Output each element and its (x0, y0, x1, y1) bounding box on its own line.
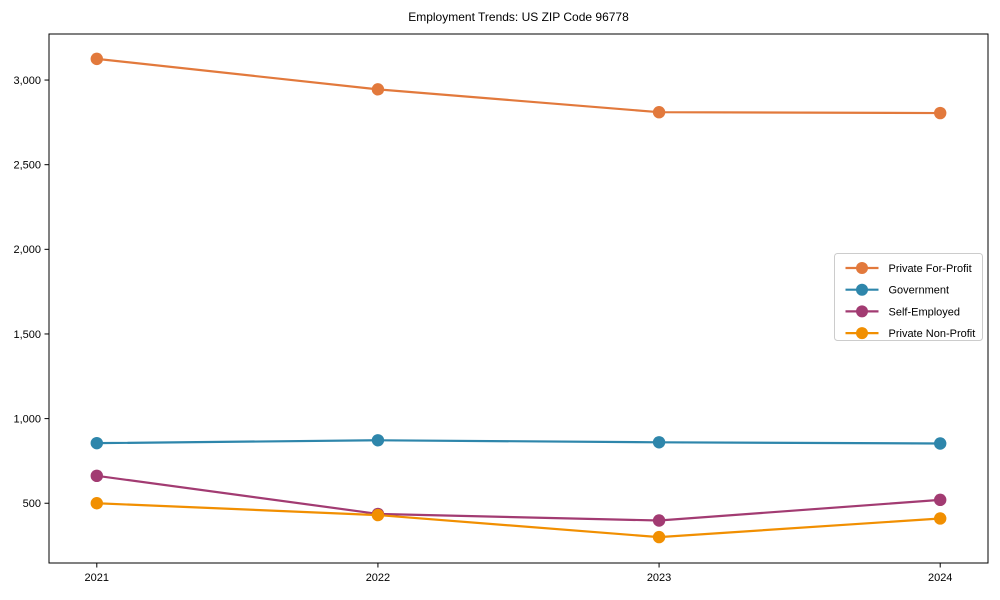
series-marker-government (652, 436, 666, 449)
series-line-private-for-profit (96, 57, 941, 115)
series-marker-government (90, 436, 103, 450)
series-marker-self-employed (652, 514, 666, 527)
y-tick-label: 500 (23, 498, 41, 510)
series-marker-self-employed (90, 469, 103, 483)
legend-label-private-for-profit: Private For-Profit (889, 263, 972, 275)
y-tick-label: 3,000 (13, 75, 41, 87)
x-tick-label: 2023 (647, 572, 671, 584)
y-tick-label: 2,000 (13, 244, 41, 256)
series-marker-private-for-profit (90, 52, 103, 66)
legend-label-self-employed: Self-Employed (889, 306, 961, 318)
series-line-government (96, 439, 941, 445)
series-marker-government (371, 434, 385, 447)
series-line-private-non-profit (96, 502, 941, 539)
series-marker-government (934, 437, 947, 450)
series-marker-self-employed (934, 493, 947, 507)
series-marker-private-for-profit (371, 83, 385, 96)
legend-marker-government (856, 283, 868, 296)
series-marker-private-non-profit (934, 512, 947, 525)
series-marker-private-non-profit (652, 530, 666, 544)
legend-label-government: Government (889, 285, 950, 297)
legend-box (834, 253, 983, 341)
legend-marker-self-employed (856, 305, 868, 318)
series-marker-private-for-profit (934, 106, 947, 120)
legend-label-private-non-profit: Private Non-Profit (889, 328, 976, 340)
plot-border (48, 33, 989, 564)
y-tick-label: 2,500 (13, 159, 41, 171)
x-tick-label: 2024 (928, 572, 952, 584)
series-marker-private-for-profit (652, 106, 666, 119)
series-line-self-employed (96, 474, 941, 522)
y-tick-label: 1,500 (13, 329, 41, 341)
x-tick-label: 2022 (366, 572, 390, 584)
y-tick-label: 1,000 (13, 413, 41, 425)
chart-title: Employment Trends: US ZIP Code 96778 (408, 10, 629, 24)
legend-marker-private-for-profit (856, 262, 868, 274)
x-tick-label: 2021 (85, 572, 109, 584)
legend-marker-private-non-profit (856, 327, 868, 340)
series-marker-private-non-profit (371, 508, 385, 522)
series-marker-private-non-profit (90, 497, 103, 510)
